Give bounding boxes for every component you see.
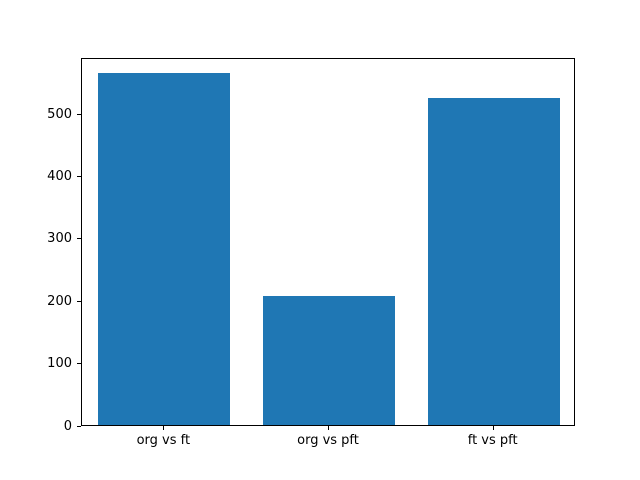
y-tick-mark: [77, 238, 81, 240]
bar-org-vs-pft: [263, 295, 395, 425]
x-tick-mark: [163, 426, 165, 430]
y-tick-mark: [77, 425, 81, 427]
bar-org-vs-ft: [98, 72, 231, 425]
y-tick-mark: [77, 176, 81, 177]
x-tick-label: org vs ft: [136, 433, 191, 448]
plot-area: [81, 58, 575, 426]
x-tick-mark: [328, 426, 329, 430]
y-tick-label: 200: [47, 293, 72, 309]
y-tick-label: 500: [47, 106, 72, 122]
y-tick-mark: [77, 113, 81, 115]
x-tick-label: ft vs pft: [467, 433, 518, 448]
x-tick-mark: [492, 426, 494, 430]
y-tick-mark: [77, 363, 81, 365]
y-tick-label: 300: [47, 231, 72, 247]
y-tick-label: 0: [63, 418, 72, 434]
y-tick-label: 400: [47, 169, 72, 184]
y-tick-mark: [77, 300, 81, 302]
bar-ft-vs-pft: [427, 97, 560, 425]
y-tick-label: 100: [47, 356, 72, 372]
x-tick-label: org vs pft: [297, 433, 359, 448]
